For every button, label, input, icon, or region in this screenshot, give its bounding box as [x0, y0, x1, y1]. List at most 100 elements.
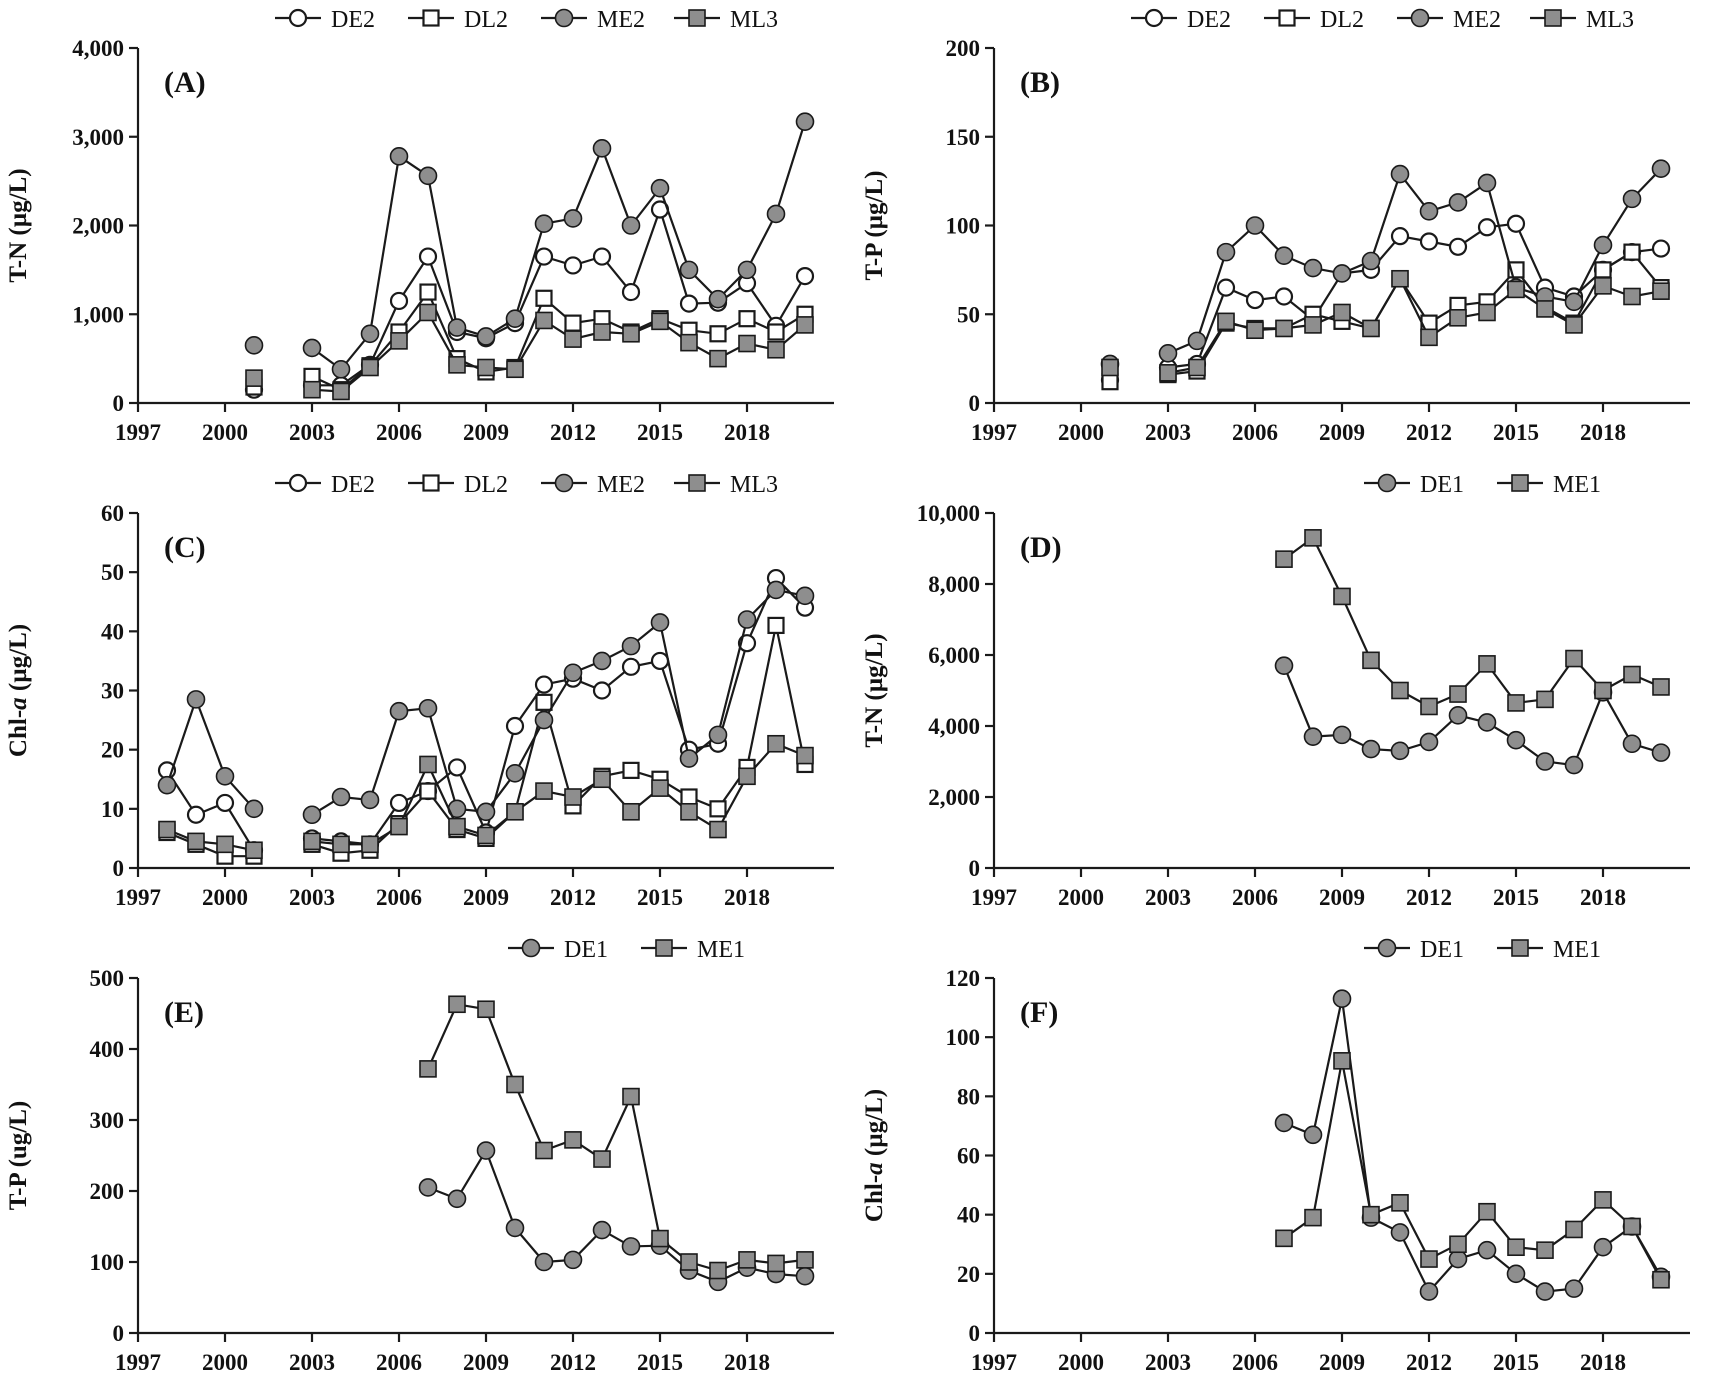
y-axis-title: T-N (µg/L) [5, 168, 32, 282]
series-line [1167, 250, 1662, 376]
filled-circle-marker [1274, 1113, 1294, 1133]
x-tick-label: 2009 [463, 885, 509, 910]
filled-square-marker [1188, 358, 1206, 377]
filled-square-marker [1652, 1270, 1670, 1289]
x-tick-label: 2003 [289, 1350, 335, 1375]
filled-circle-marker [621, 1237, 641, 1256]
open-square-marker [709, 325, 727, 343]
x-tick-label: 2012 [550, 885, 596, 910]
filled-square-marker [680, 802, 698, 821]
filled-circle-marker [476, 1141, 496, 1160]
y-tick-label: 200 [946, 36, 981, 61]
x-tick-label: 2000 [1058, 1350, 1104, 1375]
filled-circle-marker [563, 663, 583, 683]
legend-label-DE2: DE2 [331, 7, 375, 33]
filled-square-marker [361, 358, 379, 377]
y-tick-label: 120 [946, 966, 981, 991]
filled-circle-marker [244, 799, 264, 819]
axes [129, 511, 834, 877]
series-line [1167, 276, 1662, 374]
x-tick-label: 2015 [637, 885, 683, 910]
open-circle-marker [1651, 239, 1671, 258]
y-tick-label: 2,000 [72, 214, 124, 239]
series-ME2 [244, 112, 815, 379]
open-circle-marker [1245, 290, 1265, 310]
x-tick-label: 2018 [724, 420, 770, 445]
y-tick-label: 0 [969, 1321, 981, 1346]
filled-circle-marker [521, 938, 541, 958]
panel-letter: (E) [164, 996, 204, 1029]
filled-circle-marker [737, 260, 757, 280]
filled-square-marker [1507, 694, 1525, 712]
filled-circle-marker [1361, 739, 1381, 759]
y-axis-title: T-P (ug/L) [5, 1101, 32, 1211]
open-circle-marker [418, 247, 438, 266]
legend: DE1 ME1 [1364, 937, 1601, 963]
filled-circle-marker [1477, 1240, 1497, 1260]
series-ME1 [1275, 529, 1670, 716]
y-tick-label: 1,000 [72, 302, 124, 327]
open-circle-marker [1448, 237, 1468, 256]
filled-square-marker [564, 1131, 582, 1149]
x-tick-label: 2003 [1145, 420, 1191, 445]
y-tick-label: 80 [957, 1084, 980, 1109]
y-tick-label: 20 [101, 738, 124, 763]
legend: DE2 DL2 ME2 ML3 [275, 472, 778, 498]
open-circle-marker [288, 8, 308, 28]
x-tick-label: 2003 [289, 885, 335, 910]
filled-square-marker [477, 358, 495, 377]
y-tick-label: 40 [957, 1203, 980, 1228]
x-tick-label: 2018 [724, 1350, 770, 1375]
x-tick-label: 2009 [463, 1350, 509, 1375]
open-circle-marker [592, 681, 612, 700]
x-tick-label: 2015 [637, 1350, 683, 1375]
panel-letter: (F) [1020, 996, 1058, 1029]
filled-circle-marker [1187, 331, 1207, 351]
open-circle-marker [215, 793, 235, 813]
filled-square-marker [1391, 1194, 1409, 1212]
filled-circle-marker [1361, 251, 1381, 271]
panel-letter: (A) [164, 66, 206, 99]
open-square-marker [422, 9, 440, 27]
open-square-marker [564, 314, 582, 332]
panel-f-svg: 0 20 40 60 80 100 120 1997 2000 2003 2006 2009 2012 2… [856, 930, 1712, 1395]
y-tick-label: 3,000 [72, 125, 124, 150]
filled-square-marker [1391, 681, 1409, 700]
open-circle-marker [1506, 214, 1526, 233]
filled-square-marker [1362, 651, 1380, 670]
filled-square-marker [1478, 1202, 1496, 1221]
filled-circle-marker [389, 701, 409, 721]
filled-circle-marker [1564, 292, 1584, 312]
x-tick-label: 2015 [1493, 1350, 1539, 1375]
x-tick-label: 1997 [971, 1350, 1017, 1375]
series-ME1 [1275, 1052, 1670, 1289]
filled-circle-marker [534, 710, 554, 730]
open-square-marker [767, 323, 785, 341]
filled-square-marker [506, 1075, 524, 1094]
filled-square-marker [419, 755, 437, 774]
filled-circle-marker [1410, 8, 1430, 28]
open-circle-marker [505, 716, 525, 736]
open-circle-marker [563, 256, 583, 275]
open-circle-marker [1419, 232, 1439, 251]
x-tick-label: 2018 [1580, 885, 1626, 910]
open-circle-marker [288, 473, 308, 493]
x-tick-label: 2012 [1406, 1350, 1452, 1375]
open-circle-marker [592, 247, 612, 266]
y-axis-title: T-N (µg/L) [861, 633, 888, 747]
series-line [165, 588, 806, 816]
filled-square-marker [1623, 1217, 1641, 1236]
filled-circle-marker [505, 1218, 525, 1238]
x-tick-label: 2018 [1580, 420, 1626, 445]
filled-square-marker [332, 382, 350, 401]
x-tick-label: 2003 [289, 420, 335, 445]
filled-circle-marker [1158, 343, 1178, 363]
filled-circle-marker [1377, 473, 1397, 493]
open-square-marker [709, 800, 727, 818]
open-circle-marker [389, 291, 409, 311]
open-square-marker [422, 474, 440, 492]
filled-square-marker [1449, 1235, 1467, 1254]
filled-circle-marker [795, 112, 815, 131]
filled-square-marker [419, 1060, 437, 1078]
filled-square-marker [564, 788, 582, 806]
